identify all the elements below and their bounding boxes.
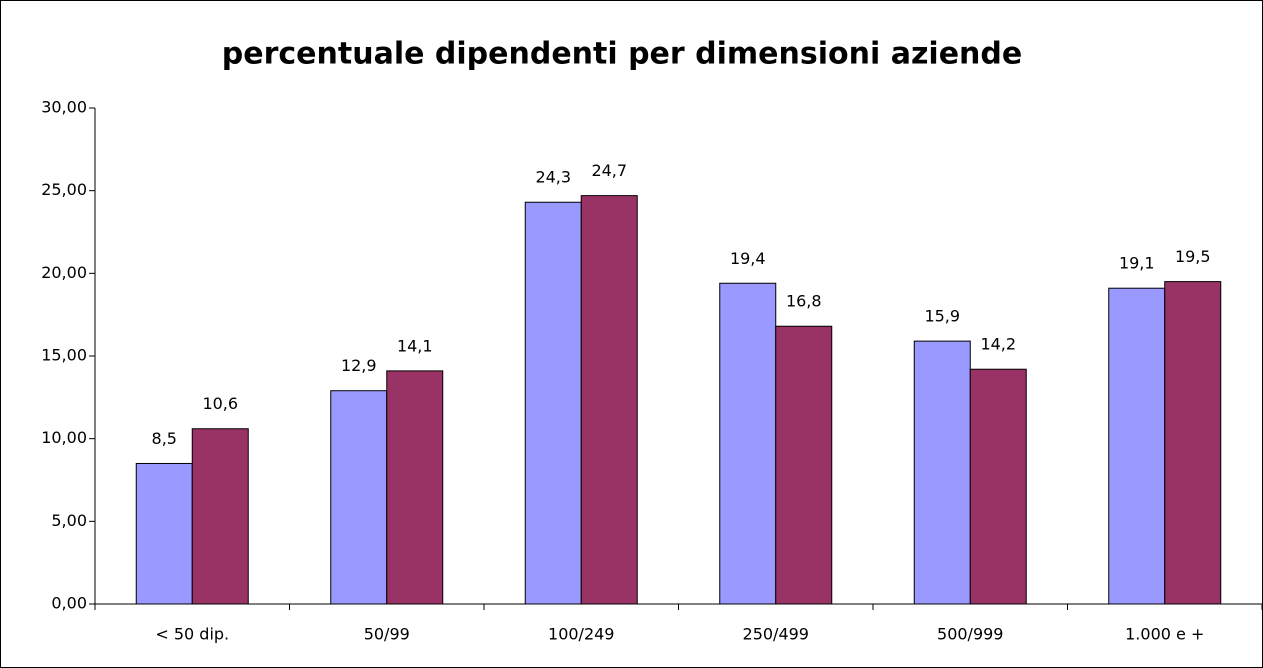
data-label: 10,6 [202, 394, 238, 413]
data-label: 16,8 [786, 292, 822, 311]
bar [969, 368, 1027, 605]
data-label: 19,5 [1175, 247, 1211, 266]
bar [1164, 281, 1222, 605]
data-label: 14,2 [980, 335, 1016, 354]
data-label: 14,1 [397, 336, 433, 355]
bar [1108, 287, 1166, 605]
data-label: 19,1 [1119, 254, 1155, 273]
bar [913, 340, 971, 605]
y-tick-label: 30,00 [41, 98, 87, 117]
bar [524, 201, 582, 605]
x-tick-label: 500/999 [937, 625, 1003, 644]
x-tick-label: < 50 dip. [155, 625, 229, 644]
bar [330, 390, 388, 605]
x-tick-label: 100/249 [548, 625, 614, 644]
data-label: 24,7 [591, 161, 627, 180]
bar [719, 282, 777, 605]
data-label: 24,3 [535, 168, 571, 187]
y-tick-label: 5,00 [51, 511, 87, 530]
bar [135, 462, 193, 605]
data-label: 8,5 [152, 429, 177, 448]
y-tick-label: 15,00 [41, 346, 87, 365]
y-tick-label: 10,00 [41, 428, 87, 447]
data-label: 19,4 [730, 249, 766, 268]
bar [191, 428, 249, 605]
y-tick-label: 25,00 [41, 180, 87, 199]
y-tick-label: 20,00 [41, 263, 87, 282]
data-label: 15,9 [924, 307, 960, 326]
bar [775, 325, 833, 605]
x-tick-label: 1.000 e + [1125, 625, 1204, 644]
y-tick-label: 0,00 [51, 594, 87, 613]
bar [386, 370, 444, 605]
data-label: 12,9 [341, 356, 377, 375]
chart-title: percentuale dipendenti per dimensioni az… [222, 37, 1022, 72]
bar [580, 195, 638, 605]
x-tick-label: 50/99 [364, 625, 410, 644]
x-tick-label: 250/499 [743, 625, 809, 644]
